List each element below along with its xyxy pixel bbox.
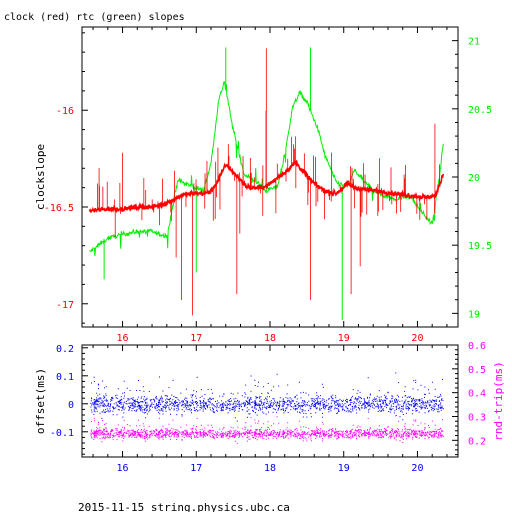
x-tick-label: 16 [117,463,129,474]
x-tick-label: 20 [411,333,423,344]
y-tick-label: 0.1 [56,372,74,383]
rtc-series-line [89,81,444,256]
top-plot-area: 16 17 18 19 20 -17 -16.5 -16 19 19.5 20 20.5 21 clock… [34,26,492,344]
clock-series-line [88,160,445,214]
x-tick-label: 18 [264,333,276,344]
bottom-plot-data [90,372,444,444]
y2-tick-label: 20.5 [468,105,492,116]
x-tick-label: 16 [117,333,129,344]
bottom-plot-area: 16 17 18 19 20 -0.1 0 0.1 0.2 0.2 0.3 0.4 0.5 0.6 offs… [34,341,505,474]
rndtrip-points [90,415,444,444]
x-tick-label: 20 [411,463,423,474]
y2-tick-label: 0.6 [468,341,486,352]
chart-title: clock (red) rtc (green) slopes [4,12,185,23]
y-tick-label: -17 [56,300,74,311]
x-tick-label: 19 [338,333,350,344]
y-axis-label: offset(ms) [34,368,47,434]
plot-frame [81,26,459,328]
y-tick-label: -16.5 [44,203,74,214]
y-tick-label: 0.2 [56,344,74,355]
y-axis-label: clockslope [34,144,47,210]
y2-tick-label: 0.4 [468,389,486,400]
y2-tick-label: 0.5 [468,365,486,376]
x-tick-label: 17 [190,463,202,474]
y2-tick-label: 21 [468,37,480,48]
x-tick-label: 17 [190,333,202,344]
y2-axis-label: rnd-trip(ms) [492,361,505,440]
x-tick-label: 19 [338,463,350,474]
offset-points [90,372,444,422]
y-tick-label: -0.1 [50,428,74,439]
y2-tick-label: 0.3 [468,412,486,423]
y2-tick-label: 19 [468,309,480,320]
top-plot-data [88,47,445,321]
footer-label: 2015-11-15 string.physics.ubc.ca [78,501,290,512]
y2-tick-label: 20 [468,173,480,184]
y2-tick-label: 19.5 [468,241,492,252]
y-tick-label: -16 [56,106,74,117]
y-tick-label: 0 [68,400,74,411]
x-tick-label: 18 [264,463,276,474]
y2-tick-label: 0.2 [468,436,486,447]
